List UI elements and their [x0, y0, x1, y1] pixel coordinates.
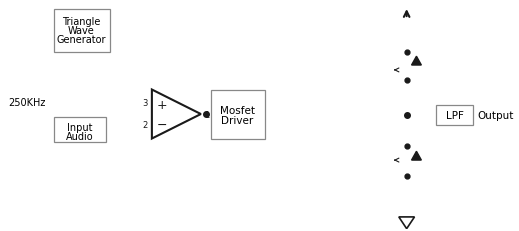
Polygon shape — [399, 217, 415, 229]
Text: −: − — [156, 119, 167, 132]
Text: 2: 2 — [143, 121, 148, 130]
Text: 3: 3 — [143, 98, 148, 107]
Bar — [211, 90, 265, 139]
Text: Wave: Wave — [68, 26, 94, 36]
Text: Driver: Driver — [221, 116, 253, 125]
Text: 250KHz: 250KHz — [9, 98, 46, 108]
Text: LPF: LPF — [446, 110, 463, 121]
Polygon shape — [152, 90, 201, 139]
Polygon shape — [412, 57, 421, 66]
Text: Triangle: Triangle — [62, 17, 101, 27]
Text: Output: Output — [477, 110, 514, 121]
Text: Mosfet: Mosfet — [220, 106, 255, 116]
Bar — [436, 106, 473, 125]
Bar — [54, 117, 106, 143]
Text: Generator: Generator — [57, 34, 106, 44]
Text: +: + — [156, 98, 167, 111]
Bar — [54, 10, 110, 53]
Text: 1: 1 — [204, 110, 209, 119]
Text: Input: Input — [66, 122, 92, 132]
Polygon shape — [412, 152, 421, 160]
Text: Audio: Audio — [65, 131, 93, 141]
